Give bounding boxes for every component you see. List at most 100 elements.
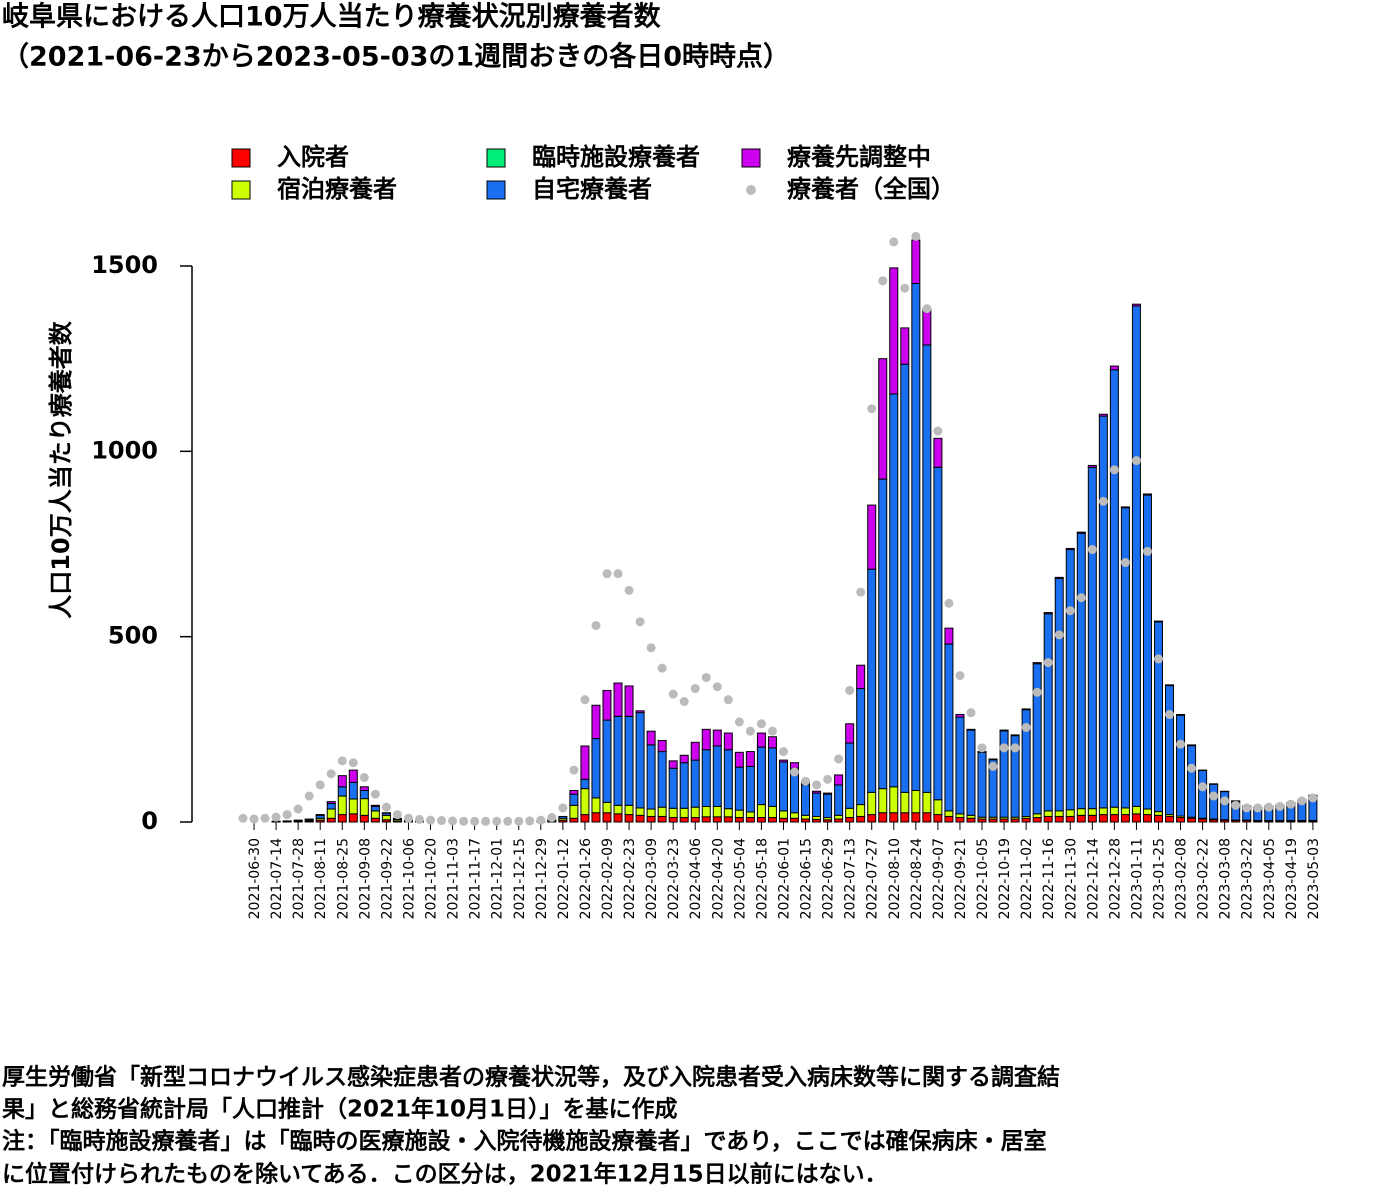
bar-segment <box>856 664 866 690</box>
bar-segment <box>723 816 733 823</box>
bar-segment <box>580 745 590 780</box>
point <box>1209 791 1219 801</box>
bar-segment <box>646 815 656 823</box>
bar-segment <box>867 568 877 793</box>
point <box>470 816 480 826</box>
point <box>315 780 325 790</box>
bar-segment <box>1098 807 1108 816</box>
bar-segment <box>1065 549 1075 811</box>
bar-segment <box>635 712 645 809</box>
point <box>426 815 436 825</box>
bar-segment <box>900 363 910 793</box>
y-tick-label: 1000 <box>91 436 158 464</box>
bar-segment <box>679 762 689 809</box>
point <box>260 813 270 823</box>
bar-segment <box>635 807 645 816</box>
point <box>1131 456 1141 466</box>
bar-segment <box>1120 507 1130 809</box>
bar-segment <box>624 814 634 823</box>
bar-segment <box>602 812 612 823</box>
bar-segment <box>790 812 799 819</box>
point <box>635 617 645 627</box>
bar-segment <box>1043 815 1053 823</box>
bar-segment <box>1054 810 1064 817</box>
bar-segment <box>767 747 777 807</box>
point <box>238 813 248 823</box>
bar-segment <box>326 808 336 819</box>
bar-segment <box>856 815 866 823</box>
point <box>1043 658 1053 668</box>
bar-segment <box>812 790 822 794</box>
bar-segment <box>1109 814 1119 823</box>
bar-segment <box>569 817 579 823</box>
bar-segment <box>778 759 788 763</box>
bar-segment <box>756 804 766 819</box>
bar-segment <box>1176 714 1186 716</box>
bar-segment <box>1021 817 1031 823</box>
point <box>679 697 689 707</box>
bar-segment <box>1131 303 1141 307</box>
bar-segment <box>778 761 788 812</box>
point <box>525 816 535 826</box>
bar-segment <box>845 817 855 823</box>
point <box>1165 710 1175 720</box>
bar-segment <box>624 715 634 806</box>
bar-segment <box>1043 810 1053 817</box>
bar-segment <box>1187 745 1197 818</box>
x-tick-label: 2021-09-22 <box>379 838 395 919</box>
bar-segment <box>1032 662 1042 665</box>
x-tick-label: 2021-08-25 <box>335 838 351 919</box>
bar-segment <box>337 775 347 788</box>
legend-swatch <box>486 180 506 200</box>
point <box>1120 558 1130 568</box>
bar-segment <box>933 799 943 816</box>
bar-segment <box>635 814 645 823</box>
legend-label: 療養先調整中 <box>787 143 931 171</box>
bar-segment <box>1153 621 1163 813</box>
point <box>1198 782 1208 792</box>
bar-segment <box>602 719 612 803</box>
bar-segment <box>646 744 656 810</box>
legend-swatch <box>741 148 761 168</box>
bar-segment <box>878 358 888 480</box>
bar-segment <box>1153 811 1163 816</box>
bar-segment <box>690 741 700 761</box>
point <box>282 810 292 820</box>
bar-segment <box>767 736 777 749</box>
point <box>1098 496 1108 506</box>
bar-segment <box>756 746 766 806</box>
point <box>1264 802 1274 812</box>
bar-segment <box>1076 532 1086 810</box>
bar-segment <box>988 758 998 761</box>
bar-segment <box>889 393 899 788</box>
bar-segment <box>1076 814 1086 823</box>
point <box>392 810 402 820</box>
bar-segment <box>580 814 590 823</box>
bar-segment <box>745 817 755 823</box>
bar-segment <box>889 812 899 823</box>
bar-segment <box>690 759 700 808</box>
bar-segment <box>1076 531 1086 534</box>
bar-segment <box>591 812 601 823</box>
point <box>701 672 711 682</box>
bar-segment <box>337 795 347 816</box>
x-tick-label: 2021-07-14 <box>269 838 285 919</box>
bar-segment <box>756 732 766 748</box>
bar-segment <box>1087 464 1097 468</box>
bar-segment <box>1142 808 1152 816</box>
legend-swatch <box>231 180 251 200</box>
bar-segment <box>1131 805 1141 815</box>
point <box>1308 793 1318 803</box>
point <box>1032 687 1042 697</box>
bar-segment <box>337 814 347 823</box>
point <box>690 684 700 694</box>
bar-segment <box>690 817 700 823</box>
point <box>459 816 469 826</box>
x-tick-label: 2022-11-02 <box>1019 838 1035 919</box>
bar-segment <box>911 239 921 284</box>
bar-segment <box>558 815 568 819</box>
bar-segment <box>1087 808 1097 816</box>
point <box>1142 546 1152 556</box>
point <box>492 816 502 826</box>
legend-swatch <box>486 148 506 168</box>
